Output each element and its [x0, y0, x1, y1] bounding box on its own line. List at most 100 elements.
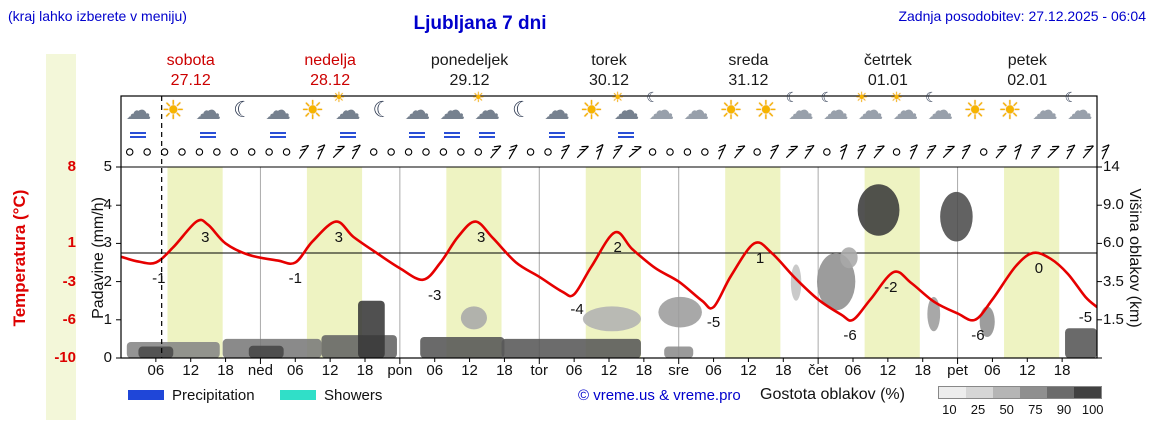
day-date: 30.12 — [588, 72, 630, 89]
x-tick-12-h60: 12 — [461, 362, 478, 379]
wind-calm-icon — [701, 148, 709, 156]
wind-barb-icon — [1066, 144, 1076, 160]
day-name: četrtek — [863, 52, 912, 69]
wind-calm-icon — [439, 148, 448, 156]
temp-value-label: -5 — [706, 314, 721, 332]
moon-cloud-icon: ☾ ☁ — [1065, 91, 1095, 142]
precip-tick-1: 1 — [103, 310, 112, 328]
x-tick-06-h6: 06 — [147, 362, 165, 379]
sun-icon: ☀ — [719, 96, 743, 126]
sun-icon: ☀ — [332, 90, 346, 106]
wind-calm-icon — [265, 148, 273, 156]
temp-value-label: 3 — [201, 228, 210, 246]
wind-calm-icon — [282, 148, 291, 156]
moon-icon: ☾ — [820, 90, 834, 106]
cloud-scale-cell-10 — [939, 387, 966, 398]
wind-barb-icon — [576, 145, 589, 159]
temp-value-label: -1 — [288, 269, 302, 287]
temp-value-label: 1 — [755, 250, 765, 268]
precipitation-bars-icon — [444, 130, 461, 138]
cloud-icon: ☁ — [857, 96, 884, 126]
wind-barb-icon — [298, 145, 310, 159]
day-date: 31.12 — [728, 72, 769, 89]
wind-calm-icon — [474, 148, 483, 156]
wind-calm-icon — [247, 148, 256, 156]
credit-link[interactable]: © vreme.us & vreme.pro — [578, 387, 741, 404]
x-tick-12-h12: 12 — [182, 362, 200, 379]
cloud-rain-icon: ☁ — [123, 96, 153, 142]
wind-calm-icon — [404, 148, 413, 156]
wind-barb-icon — [926, 145, 937, 159]
wind-calm-icon — [143, 148, 151, 156]
wind-calm-icon — [457, 148, 465, 156]
day-name: petek — [1007, 52, 1047, 69]
wind-barb-icon — [804, 145, 815, 159]
temp-tick-8: 8 — [67, 158, 76, 175]
precipitation-bars-icon — [618, 130, 635, 138]
temp-tick--6: -6 — [62, 310, 76, 328]
cloud-scale-number: 75 — [1028, 402, 1043, 417]
wind-barb-icon — [351, 144, 361, 160]
wind-barb-icon — [596, 144, 604, 160]
location-hint: (kraj lahko izberete v meniju) — [8, 8, 187, 24]
precipitation-bars-icon — [269, 130, 286, 138]
cloud-icon: ☁ — [1030, 96, 1060, 142]
cloud-rain-icon: ☁ — [193, 96, 223, 142]
wind-barb-icon — [508, 144, 518, 160]
x-tick-18-h114: 18 — [774, 362, 792, 379]
temp-value-label: 0 — [1034, 259, 1044, 277]
precipitation-swatch — [128, 390, 164, 400]
sun-icon: ☀ — [577, 96, 607, 142]
precip-tick-3: 3 — [103, 234, 112, 252]
wind-calm-icon — [892, 148, 901, 156]
day-header-petek: petek 02.01 — [957, 51, 1097, 91]
x-tick-18-h18: 18 — [217, 362, 234, 379]
x-tick-18-h138: 18 — [914, 362, 932, 379]
day-header-torek: torek 30.12 — [539, 51, 679, 91]
wind-calm-icon — [526, 148, 535, 156]
temp-value-label: 3 — [477, 228, 486, 246]
wind-barb-icon — [840, 144, 848, 160]
moon-icon: ☾ — [1064, 90, 1078, 106]
cloud-icon: ☁ — [648, 96, 675, 126]
sun-icon: ☀ — [960, 96, 990, 142]
moon-icon: ☾ — [233, 98, 253, 123]
x-tick-06-h30: 06 — [286, 362, 304, 379]
cloud-tick-3.5: 3.5 — [1103, 272, 1124, 290]
wind-calm-icon — [648, 148, 657, 156]
x-tick-06-h150: 06 — [984, 362, 1001, 379]
cloud-icon: ☁ — [787, 96, 814, 126]
cloud-scale-number: 90 — [1056, 402, 1072, 417]
wind-calm-icon — [369, 148, 378, 156]
moon-icon: ☾ — [785, 90, 799, 106]
sun-icon: ☀ — [751, 96, 781, 142]
x-tick-06-h78: 06 — [565, 362, 583, 379]
precipitation-bars-icon — [339, 130, 356, 138]
cloud-icon: ☁ — [439, 96, 466, 126]
precip-tick-0: 0 — [103, 349, 112, 366]
cloud-icon: ☁ — [334, 96, 361, 126]
temp-value-label: -5 — [1078, 308, 1093, 326]
wind-barb-icon — [1030, 145, 1042, 159]
cloud-tick-1.5: 1.5 — [1103, 310, 1124, 328]
cloud-density-scale-bar — [938, 386, 1102, 399]
x-tick-12-h84: 12 — [600, 362, 618, 379]
cloud-tick-6.0: 6.0 — [1103, 234, 1124, 252]
sun-cloud-icon: ☀ ☁ — [855, 91, 885, 142]
cloud-icon: ☁ — [1066, 96, 1093, 126]
sun-icon: ☀ — [161, 96, 185, 126]
temp-value-label: -1 — [152, 269, 166, 287]
x-tick-06-h54: 06 — [426, 362, 444, 379]
day-name: sreda — [728, 52, 769, 69]
wind-calm-icon — [544, 148, 552, 156]
temp-value-label: -3 — [428, 286, 442, 304]
cloud-icon: ☁ — [195, 96, 222, 126]
cloud-density-legend-label: Gostota oblakov (%) — [760, 386, 905, 403]
cloud-rain-icon: ☁ — [402, 96, 432, 142]
day-name: torek — [591, 52, 627, 69]
x-tick-06-h102: 06 — [705, 362, 722, 379]
wind-barb-icon — [612, 145, 623, 159]
precip-tick-5: 5 — [103, 158, 112, 175]
x-tick-18-h162: 18 — [1053, 362, 1071, 379]
wind-barb-icon — [1047, 145, 1060, 159]
